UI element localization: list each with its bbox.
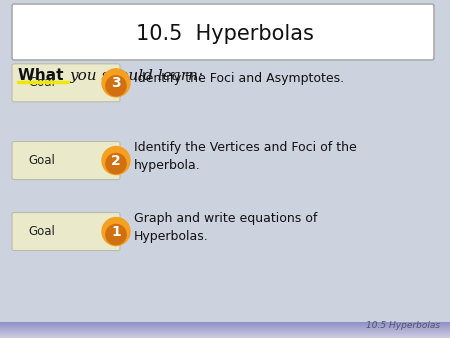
Circle shape bbox=[106, 153, 126, 174]
Circle shape bbox=[106, 76, 126, 96]
Circle shape bbox=[102, 218, 130, 245]
Circle shape bbox=[102, 147, 130, 174]
Text: Identify the Vertices and Foci of the
hyperbola.: Identify the Vertices and Foci of the hy… bbox=[134, 141, 357, 172]
Text: Goal: Goal bbox=[28, 225, 55, 238]
Text: 10.5  Hyperbolas: 10.5 Hyperbolas bbox=[136, 24, 314, 44]
FancyBboxPatch shape bbox=[12, 142, 120, 179]
Text: What: What bbox=[18, 69, 69, 83]
Text: Identify the Foci and Asymptotes.: Identify the Foci and Asymptotes. bbox=[134, 72, 344, 85]
FancyBboxPatch shape bbox=[12, 4, 434, 60]
Text: 3: 3 bbox=[111, 76, 121, 90]
Text: Graph and write equations of
Hyperbolas.: Graph and write equations of Hyperbolas. bbox=[134, 212, 317, 243]
FancyBboxPatch shape bbox=[12, 64, 120, 102]
FancyBboxPatch shape bbox=[12, 213, 120, 250]
Text: Goal: Goal bbox=[28, 154, 55, 167]
Circle shape bbox=[106, 224, 126, 245]
Text: Goal: Goal bbox=[28, 76, 55, 89]
Text: you should learn:: you should learn: bbox=[70, 69, 204, 83]
Text: 10.5 Hyperbolas: 10.5 Hyperbolas bbox=[366, 321, 440, 330]
Text: 1: 1 bbox=[111, 224, 121, 239]
Text: 2: 2 bbox=[111, 153, 121, 168]
Circle shape bbox=[102, 69, 130, 97]
